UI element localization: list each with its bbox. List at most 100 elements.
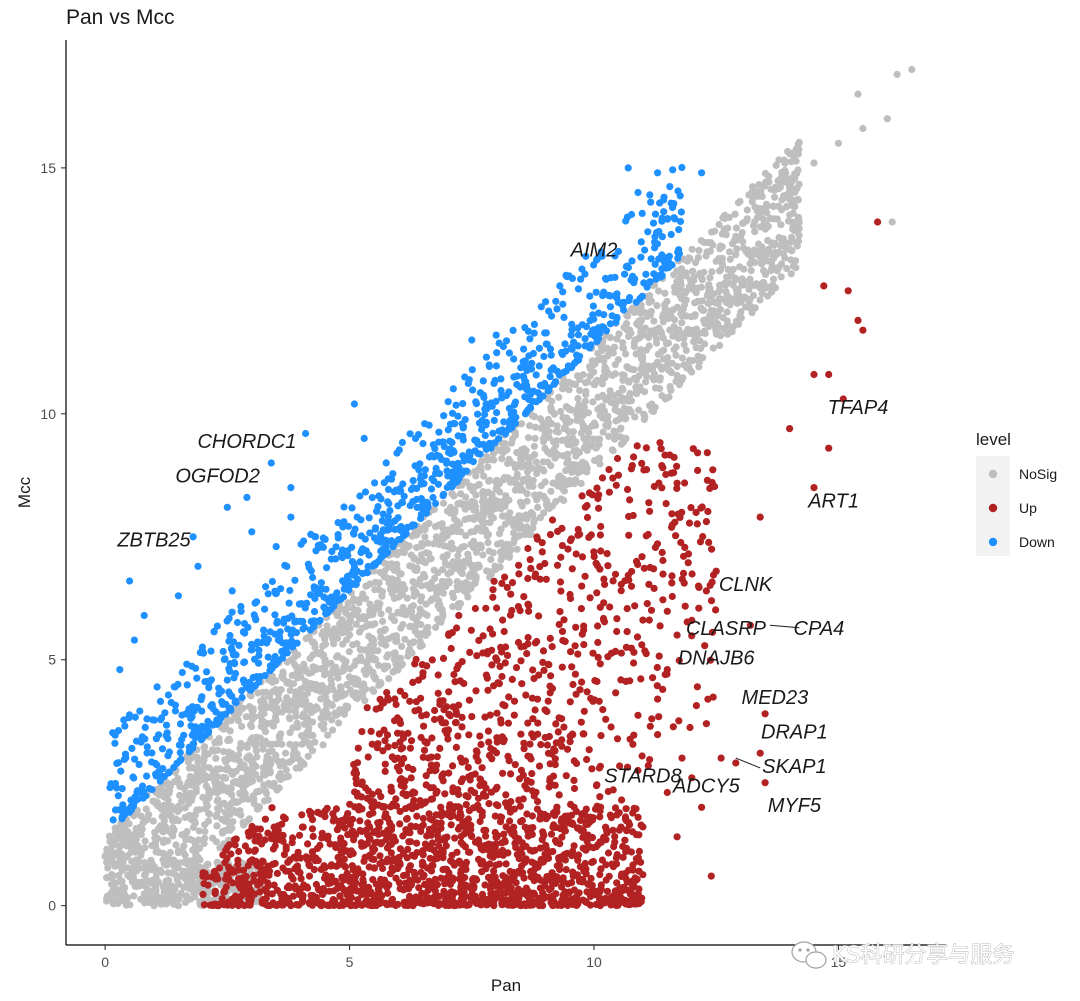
up-point: [423, 738, 431, 747]
nosig-point: [422, 549, 430, 557]
up-point: [461, 843, 469, 851]
nosig-point: [186, 882, 194, 890]
nosig-point: [526, 422, 534, 430]
up-point: [562, 866, 570, 874]
nosig-point: [570, 480, 578, 488]
up-point: [695, 604, 703, 612]
nosig-point: [260, 797, 269, 805]
nosig-point: [281, 749, 290, 757]
up-point: [396, 820, 404, 828]
up-point: [424, 881, 432, 889]
up-point: [462, 817, 470, 825]
up-point: [454, 825, 463, 833]
nosig-point: [624, 377, 632, 385]
up-point: [637, 821, 645, 829]
nosig-point: [834, 139, 843, 147]
nosig-point: [223, 764, 231, 772]
up-point: [454, 732, 462, 740]
nosig-point: [230, 768, 238, 776]
nosig-point: [293, 663, 301, 672]
nosig-point: [599, 344, 607, 352]
up-point: [439, 770, 447, 778]
up-point: [630, 731, 638, 739]
nosig-point: [392, 548, 400, 556]
up-point: [709, 466, 717, 474]
nosig-point: [720, 225, 728, 233]
up-point: [358, 842, 366, 850]
up-point: [531, 570, 540, 578]
up-point: [307, 809, 315, 817]
nosig-point: [460, 542, 468, 551]
nosig-point: [594, 436, 602, 444]
up-point: [287, 872, 296, 881]
nosig-point: [715, 220, 723, 229]
up-point: [399, 872, 408, 880]
nosig-point: [762, 284, 770, 292]
nosig-point: [577, 418, 586, 426]
up-point: [269, 845, 277, 853]
up-point: [630, 659, 638, 667]
up-point: [597, 885, 605, 893]
up-point: [692, 702, 701, 710]
up-point: [567, 820, 575, 828]
nosig-point: [541, 444, 549, 452]
up-point: [350, 876, 358, 884]
nosig-point: [115, 871, 123, 880]
nosig-point: [297, 685, 305, 693]
up-point: [456, 809, 464, 817]
nosig-point: [252, 747, 260, 755]
nosig-point: [520, 526, 528, 534]
up-point: [653, 682, 661, 690]
nosig-point: [700, 327, 708, 335]
nosig-point: [395, 654, 403, 662]
up-point: [506, 817, 514, 825]
nosig-point: [409, 639, 417, 647]
nosig-point: [637, 346, 645, 354]
nosig-point: [434, 521, 442, 529]
up-point: [694, 449, 702, 457]
up-point: [633, 633, 642, 641]
nosig-point: [540, 438, 548, 446]
up-point: [580, 622, 588, 630]
nosig-point: [740, 277, 748, 285]
up-point: [534, 719, 542, 727]
up-point: [309, 832, 317, 841]
up-point: [281, 815, 289, 823]
up-point: [455, 611, 463, 620]
up-point: [634, 560, 642, 569]
nosig-point: [177, 798, 186, 806]
up-point: [512, 879, 520, 887]
up-point: [471, 604, 479, 613]
nosig-point: [540, 467, 548, 475]
up-point: [354, 744, 362, 752]
nosig-point: [677, 309, 685, 317]
up-point: [501, 659, 509, 667]
nosig-point: [334, 709, 342, 718]
up-point: [596, 871, 604, 879]
nosig-point: [759, 278, 767, 287]
nosig-point: [422, 600, 430, 608]
nosig-point: [342, 609, 350, 617]
up-point: [227, 850, 235, 858]
up-point: [558, 627, 567, 636]
nosig-point: [287, 656, 295, 664]
nosig-point: [559, 485, 567, 493]
nosig-point: [248, 734, 256, 743]
nosig-point: [346, 665, 354, 673]
up-point: [590, 553, 598, 561]
nosig-point: [642, 378, 650, 386]
nosig-point: [690, 312, 699, 320]
nosig-point: [560, 436, 569, 444]
nosig-point: [319, 642, 327, 650]
up-point: [596, 793, 604, 801]
up-point: [629, 740, 637, 748]
nosig-point: [503, 446, 511, 454]
nosig-point: [180, 883, 188, 892]
up-point: [557, 553, 565, 561]
nosig-point: [513, 470, 521, 478]
nosig-point: [156, 803, 164, 811]
nosig-point: [474, 511, 482, 519]
up-point: [337, 837, 345, 845]
up-point: [586, 594, 594, 602]
nosig-point: [496, 548, 504, 556]
